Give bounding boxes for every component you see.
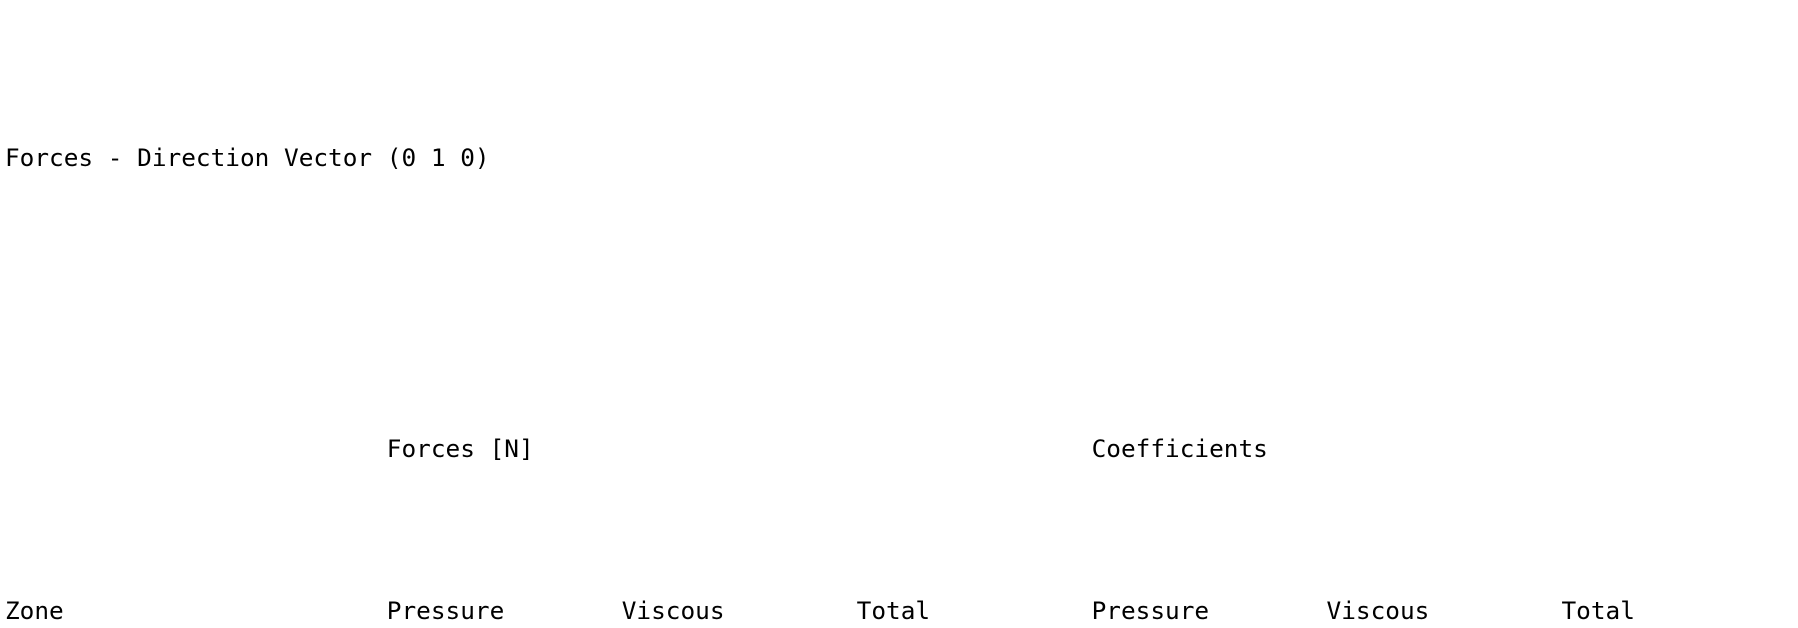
group-header-forces: Forces [N] — [386, 434, 534, 464]
forces-report-title: Forces - Direction Vector (0 1 0) — [5, 142, 490, 172]
column-header-viscous-forces: Viscous — [621, 596, 725, 626]
forces-table-group-header-row: Forces [N] Coefficients — [5, 433, 1798, 465]
column-header-pressure-coeff: Pressure — [1091, 596, 1210, 626]
column-header-pressure-forces: Pressure — [386, 596, 505, 626]
column-header-total-coeff: Total — [1561, 596, 1635, 626]
group-header-spacer — [5, 433, 387, 465]
column-header-total-forces: Total — [856, 596, 931, 626]
forces-table-header-row: Zone Pressure Viscous Total Pressure Vis… — [5, 595, 1798, 627]
group-header-coefficients: Coefficients — [1091, 434, 1268, 464]
column-header-viscous-coeff: Viscous — [1326, 596, 1430, 626]
forces-table: Forces [N] Coefficients Zone Pressure Vi… — [5, 304, 1798, 628]
column-header-zone: Zone — [5, 596, 64, 626]
